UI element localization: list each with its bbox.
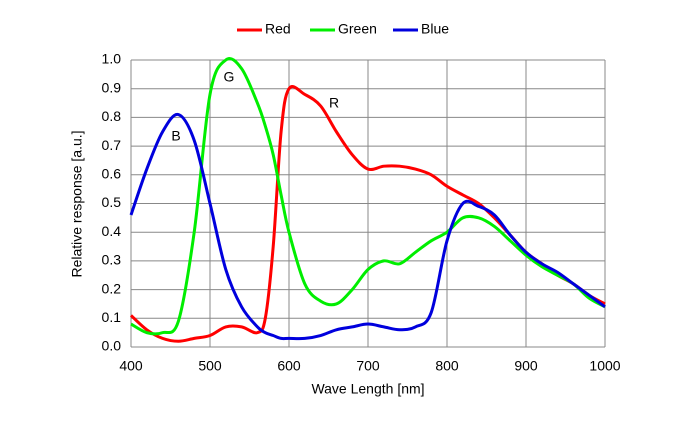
x-axis-label: Wave Length [nm] bbox=[311, 381, 424, 397]
x-tick-label: 1000 bbox=[589, 358, 620, 374]
annotation: B bbox=[171, 128, 180, 144]
x-tick-label: 800 bbox=[435, 358, 459, 374]
x-tick-label: 600 bbox=[277, 358, 301, 374]
y-tick-label: 0.4 bbox=[102, 223, 122, 239]
y-tick-label: 0.8 bbox=[102, 108, 122, 124]
y-tick-label: 0.5 bbox=[102, 194, 122, 210]
x-tick-label: 400 bbox=[119, 358, 143, 374]
y-tick-label: 1.0 bbox=[102, 51, 122, 67]
y-tick-label: 0.0 bbox=[102, 338, 122, 354]
line-series bbox=[129, 112, 606, 341]
annotation: R bbox=[329, 95, 339, 111]
line-series bbox=[130, 57, 606, 336]
legend-label: Blue bbox=[421, 21, 449, 37]
y-tick-label: 0.9 bbox=[102, 79, 122, 95]
annotation: G bbox=[224, 69, 235, 85]
y-axis-label: Relative response [a.u.] bbox=[69, 130, 85, 277]
x-tick-label: 900 bbox=[514, 358, 538, 374]
y-tick-label: 0.3 bbox=[102, 252, 122, 268]
legend-label: Green bbox=[338, 21, 377, 37]
x-tick-label: 700 bbox=[356, 358, 380, 374]
y-tick-label: 0.6 bbox=[102, 166, 122, 182]
y-tick-label: 0.1 bbox=[102, 309, 122, 325]
y-tick-label: 0.7 bbox=[102, 137, 122, 153]
legend-label: Red bbox=[265, 21, 291, 37]
x-tick-label: 500 bbox=[198, 358, 222, 374]
y-tick-label: 0.2 bbox=[102, 280, 122, 296]
